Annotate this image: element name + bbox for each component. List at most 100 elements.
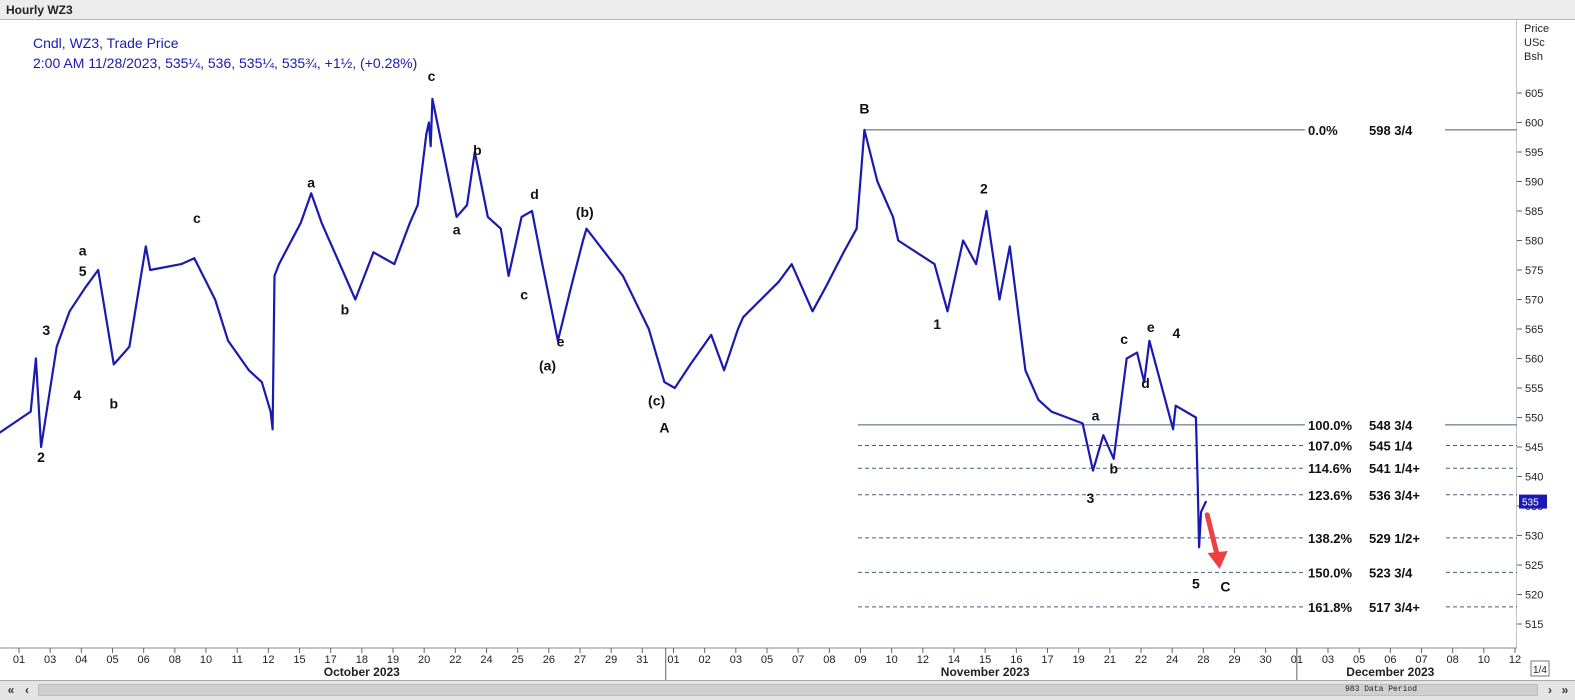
fib-pct-label: 138.2% bbox=[1308, 531, 1353, 546]
fib-price-label: 536 3/4+ bbox=[1369, 488, 1420, 503]
wave-label: b bbox=[473, 142, 482, 158]
price-point bbox=[393, 263, 396, 265]
fib-label-bg bbox=[1305, 437, 1445, 454]
wave-label: a bbox=[79, 242, 87, 258]
x-tick-label: 12 bbox=[262, 654, 274, 666]
y-tick-label: 530 bbox=[1525, 531, 1543, 543]
fib-label-bg bbox=[1305, 416, 1445, 433]
x-tick-label: 19 bbox=[1073, 654, 1085, 666]
wave-label: e bbox=[557, 334, 565, 350]
fib-price-label: 517 3/4+ bbox=[1369, 600, 1420, 615]
wave-label: c bbox=[1120, 331, 1128, 347]
time-scrollbar[interactable]: « ‹ 983 Data Period › » bbox=[0, 680, 1575, 700]
price-point bbox=[647, 328, 650, 330]
axis-unit-currency: USc bbox=[1524, 37, 1545, 49]
price-point bbox=[842, 251, 845, 254]
x-tick-label: 28 bbox=[1197, 654, 1209, 666]
price-point bbox=[431, 98, 434, 100]
x-tick-label: 29 bbox=[1228, 654, 1240, 666]
price-point bbox=[466, 204, 468, 207]
price-point bbox=[1205, 500, 1207, 503]
fib-pct-label: 107.0% bbox=[1308, 439, 1353, 454]
x-tick-label: 02 bbox=[699, 654, 711, 666]
price-point bbox=[428, 121, 430, 124]
price-point bbox=[975, 263, 977, 265]
legend-series-line: Cndl, WZ3, Trade Price bbox=[33, 35, 179, 51]
fib-pct-label: 0.0% bbox=[1308, 123, 1338, 138]
wave-label: c bbox=[193, 210, 201, 226]
price-point bbox=[227, 339, 230, 342]
x-tick-label: 22 bbox=[1135, 654, 1147, 666]
price-point bbox=[354, 298, 357, 301]
month-label: October 2023 bbox=[324, 665, 400, 679]
window-title: Hourly WZ3 bbox=[6, 3, 73, 17]
price-point bbox=[897, 239, 900, 242]
price-point bbox=[673, 387, 676, 389]
fib-price-label: 529 1/2+ bbox=[1369, 531, 1420, 546]
x-tick-label: 09 bbox=[854, 654, 866, 666]
price-point bbox=[271, 428, 274, 431]
wave-label: (a) bbox=[539, 357, 556, 373]
fib-label-bg bbox=[1305, 564, 1445, 581]
price-point bbox=[946, 310, 949, 313]
price-point bbox=[663, 381, 666, 383]
price-point bbox=[269, 410, 272, 413]
price-point bbox=[520, 216, 523, 218]
x-tick-label: 07 bbox=[792, 654, 804, 666]
y-tick-label: 595 bbox=[1525, 147, 1543, 159]
fib-label-bg bbox=[1305, 121, 1445, 138]
price-point bbox=[1148, 339, 1151, 342]
target-arrow bbox=[1204, 512, 1228, 569]
fib-label-bg bbox=[1305, 529, 1445, 546]
wave-label: a bbox=[453, 222, 461, 238]
price-point bbox=[1024, 369, 1027, 372]
price-point bbox=[97, 269, 100, 271]
price-point bbox=[933, 263, 936, 265]
month-label: November 2023 bbox=[941, 665, 1030, 679]
y-tick-label: 590 bbox=[1525, 177, 1543, 189]
x-tick-label: 08 bbox=[1447, 654, 1459, 666]
scroll-last-button[interactable]: » bbox=[1561, 683, 1569, 697]
price-point bbox=[737, 328, 739, 330]
price-point bbox=[429, 145, 432, 147]
price-point bbox=[486, 216, 489, 218]
price-point bbox=[29, 410, 32, 413]
wave-label: c bbox=[520, 287, 528, 303]
price-point bbox=[998, 298, 1001, 301]
x-tick-label: 15 bbox=[979, 654, 991, 666]
price-point bbox=[416, 204, 419, 207]
price-point bbox=[742, 316, 745, 319]
scroll-back-button[interactable]: ‹ bbox=[25, 683, 29, 697]
x-tick-label: 22 bbox=[449, 654, 461, 666]
price-point bbox=[1037, 398, 1040, 401]
fib-label-bg bbox=[1305, 460, 1445, 477]
fib-price-label: 545 1/4 bbox=[1369, 439, 1413, 454]
price-point bbox=[248, 369, 250, 372]
price-point bbox=[1198, 546, 1200, 549]
scroll-track[interactable] bbox=[38, 684, 1538, 696]
price-point bbox=[112, 363, 115, 366]
wave-label: c bbox=[428, 68, 436, 84]
x-tick-label: 31 bbox=[636, 654, 648, 666]
scroll-first-button[interactable]: « bbox=[7, 683, 15, 697]
wave-label: d bbox=[530, 186, 539, 202]
price-point bbox=[570, 286, 572, 289]
wave-label: 5 bbox=[1192, 576, 1200, 592]
scroll-forward-button[interactable]: › bbox=[1548, 683, 1552, 697]
fib-label-bg bbox=[1305, 598, 1445, 615]
price-point bbox=[507, 275, 510, 277]
y-tick-label: 540 bbox=[1525, 472, 1543, 484]
axis-unit-bushel: Bsh bbox=[1524, 51, 1543, 63]
price-point bbox=[541, 263, 544, 265]
y-tick-label: 605 bbox=[1525, 88, 1543, 100]
x-tick-label: 18 bbox=[356, 654, 368, 666]
scale-box[interactable] bbox=[1530, 660, 1550, 677]
price-point bbox=[1125, 357, 1128, 360]
price-point bbox=[180, 263, 183, 265]
wave-label: b bbox=[1109, 461, 1118, 477]
legend-quote-line: 2:00 AM 11/28/2023, 535¼, 536, 535¼, 535… bbox=[33, 55, 417, 71]
price-point bbox=[273, 275, 276, 277]
